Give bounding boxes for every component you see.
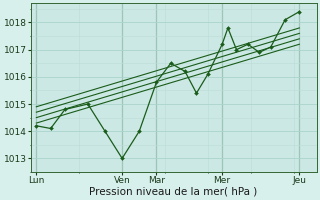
X-axis label: Pression niveau de la mer( hPa ): Pression niveau de la mer( hPa ) (90, 187, 258, 197)
